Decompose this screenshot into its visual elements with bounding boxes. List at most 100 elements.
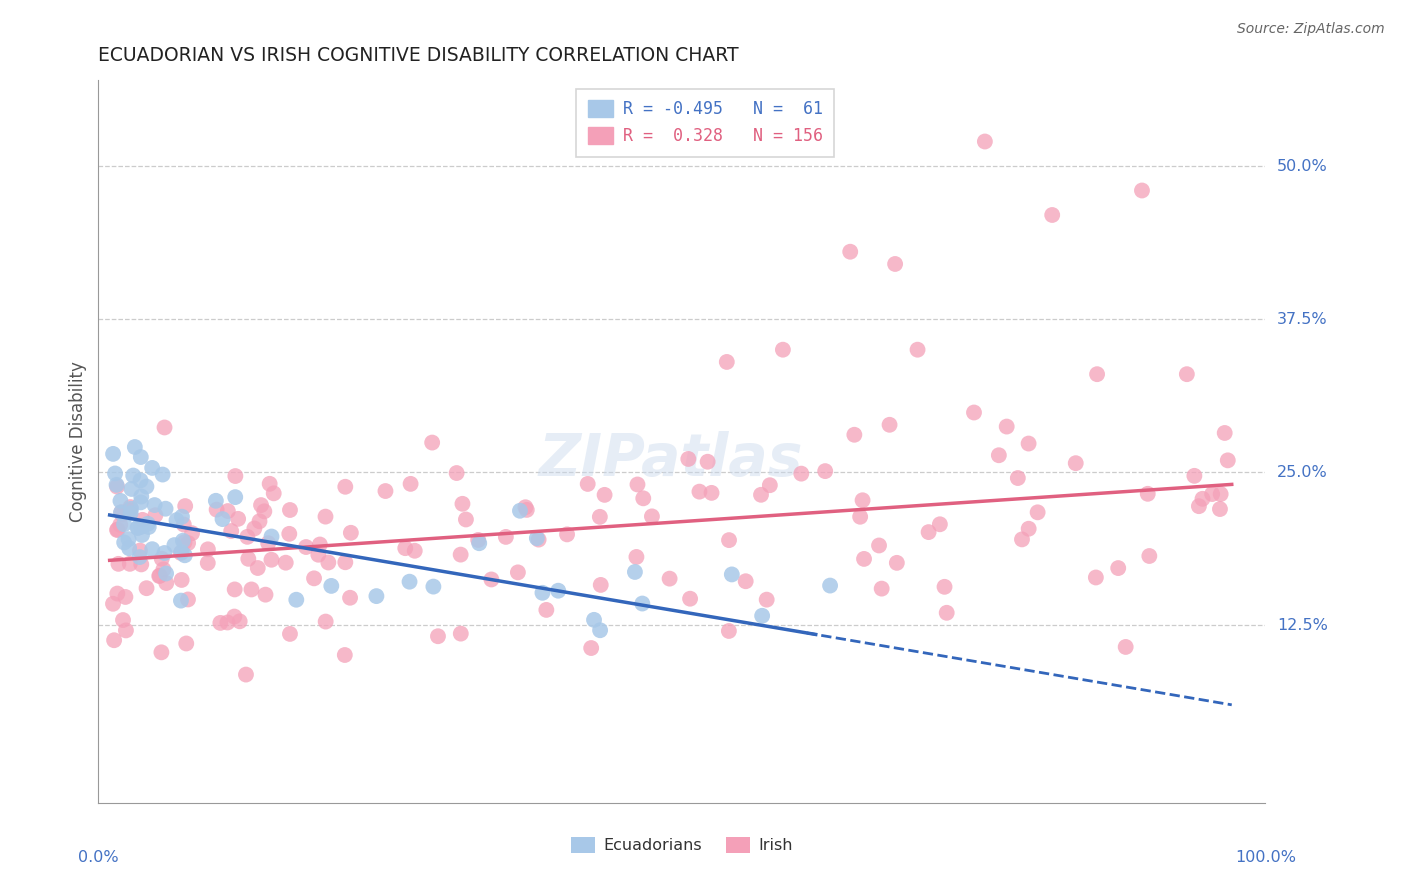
Point: [935, 606, 957, 620]
Point: [145, 508, 167, 523]
Point: [1188, 499, 1211, 513]
Point: [285, 592, 308, 607]
Point: [374, 483, 396, 498]
Point: [173, 535, 195, 549]
Point: [679, 591, 702, 606]
Point: [138, 520, 160, 534]
Point: [526, 531, 548, 545]
Point: [172, 533, 194, 548]
Point: [315, 615, 337, 629]
Point: [1084, 570, 1107, 584]
Point: [120, 501, 142, 516]
Point: [129, 450, 152, 464]
Text: 0.0%: 0.0%: [79, 850, 118, 864]
Point: [224, 582, 246, 597]
Point: [250, 498, 273, 512]
Point: [1130, 184, 1153, 198]
Point: [129, 474, 152, 488]
Point: [420, 435, 443, 450]
Point: [321, 579, 343, 593]
Point: [101, 597, 124, 611]
Point: [112, 517, 135, 532]
Point: [479, 573, 502, 587]
Point: [240, 582, 263, 597]
Point: [117, 532, 139, 546]
Point: [112, 535, 135, 549]
Point: [205, 502, 228, 516]
Point: [593, 488, 616, 502]
Point: [335, 555, 357, 569]
Point: [136, 516, 159, 531]
Point: [422, 580, 444, 594]
Y-axis label: Cognitive Disability: Cognitive Disability: [69, 361, 87, 522]
Point: [839, 244, 862, 259]
Point: [107, 557, 129, 571]
Point: [243, 521, 266, 535]
Point: [181, 526, 204, 541]
Point: [696, 455, 718, 469]
Point: [141, 542, 163, 557]
Point: [751, 608, 773, 623]
Point: [718, 533, 741, 548]
Point: [118, 557, 141, 571]
Point: [398, 574, 420, 589]
Point: [589, 578, 612, 592]
Point: [1064, 456, 1087, 470]
Point: [155, 576, 177, 591]
Point: [170, 573, 193, 587]
Point: [335, 480, 357, 494]
Point: [451, 497, 474, 511]
Point: [163, 538, 186, 552]
Point: [122, 468, 145, 483]
Point: [468, 536, 491, 550]
Point: [886, 556, 908, 570]
Point: [131, 513, 153, 527]
Point: [124, 440, 146, 454]
Point: [135, 479, 157, 493]
Point: [576, 477, 599, 491]
Point: [150, 645, 173, 659]
Point: [209, 615, 232, 630]
Point: [339, 591, 361, 605]
Point: [1107, 561, 1129, 575]
Text: Source: ZipAtlas.com: Source: ZipAtlas.com: [1237, 22, 1385, 37]
Point: [404, 543, 426, 558]
Point: [755, 592, 778, 607]
Point: [236, 530, 259, 544]
Point: [253, 504, 276, 518]
Point: [1216, 453, 1239, 467]
Point: [153, 546, 176, 560]
Point: [121, 482, 143, 496]
Point: [790, 467, 813, 481]
Text: 100.0%: 100.0%: [1234, 850, 1296, 864]
Point: [454, 512, 477, 526]
Point: [274, 556, 297, 570]
Point: [173, 549, 195, 563]
Point: [110, 506, 132, 520]
Point: [128, 550, 150, 565]
Text: ZIPatlas: ZIPatlas: [538, 432, 803, 489]
Point: [1209, 502, 1232, 516]
Point: [509, 504, 531, 518]
Point: [394, 541, 416, 556]
Point: [318, 556, 340, 570]
Point: [174, 636, 197, 650]
Point: [308, 537, 330, 551]
Point: [249, 514, 271, 528]
Point: [155, 501, 177, 516]
Point: [633, 491, 655, 506]
Point: [879, 417, 901, 432]
Point: [641, 509, 664, 524]
Point: [129, 490, 152, 504]
Point: [120, 500, 142, 514]
Point: [934, 580, 956, 594]
Point: [579, 640, 602, 655]
Point: [1018, 522, 1040, 536]
Point: [153, 420, 176, 434]
Point: [148, 569, 170, 583]
Point: [135, 581, 157, 595]
Point: [928, 517, 950, 532]
Point: [721, 567, 744, 582]
Point: [450, 626, 472, 640]
Point: [631, 597, 654, 611]
